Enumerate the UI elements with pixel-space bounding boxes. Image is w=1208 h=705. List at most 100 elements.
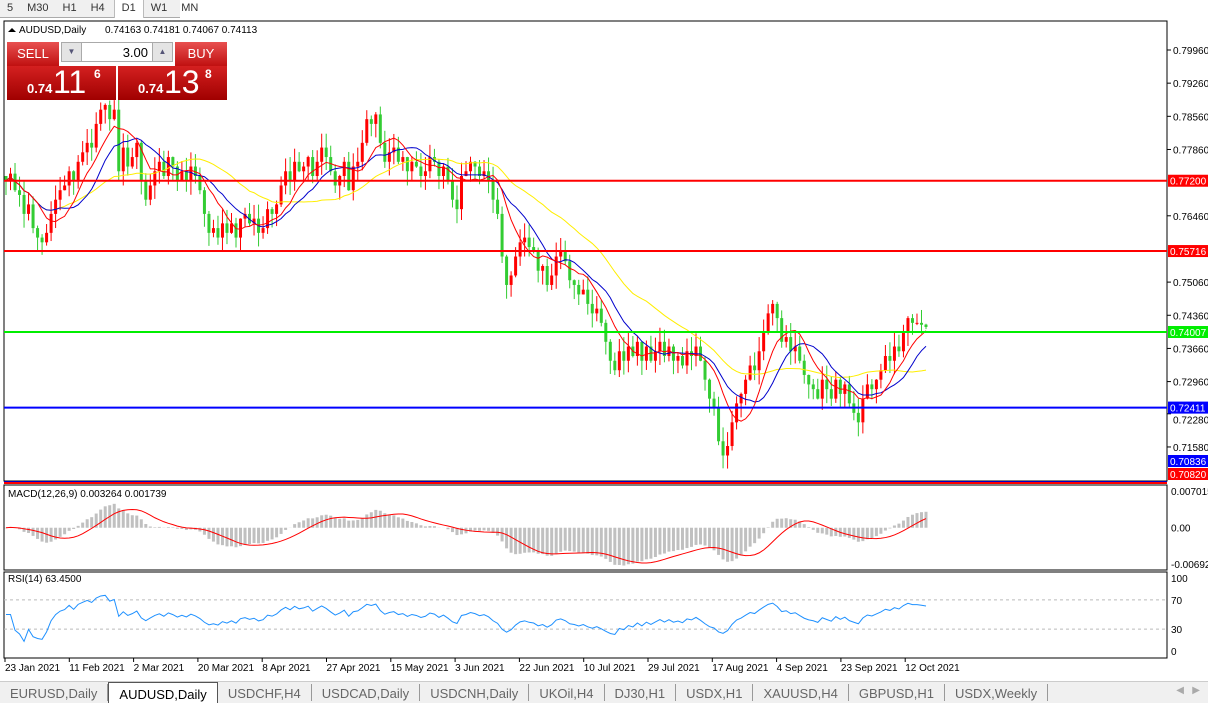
candle-body [708, 379, 712, 399]
timeframe-d1[interactable]: D1 [113, 0, 144, 18]
macd-bar [261, 527, 265, 543]
x-tick-label: 23 Sep 2021 [841, 663, 898, 674]
candle-body [685, 351, 689, 366]
candle-body [297, 161, 301, 172]
chart-tab[interactable]: USDX,Weekly [945, 684, 1049, 701]
chart-tab[interactable]: USDX,H1 [676, 684, 754, 701]
timeframe-h4[interactable]: H4 [90, 2, 105, 14]
macd-bar [536, 527, 540, 554]
candle-body [225, 223, 229, 233]
macd-bar [865, 527, 869, 540]
candle-body [85, 142, 89, 153]
candle-body [135, 142, 139, 158]
candle-body [856, 412, 860, 423]
decrease-lot-icon[interactable]: ▼ [62, 43, 82, 61]
macd-bar [351, 520, 355, 528]
macd-bar [816, 527, 820, 533]
macd-bar [523, 527, 527, 553]
candle-body [807, 374, 811, 385]
timeframe-5[interactable]: 5 [7, 2, 14, 14]
candle-body [76, 161, 80, 181]
candle-body [762, 332, 766, 352]
macd-bar [216, 527, 220, 545]
candle-body [649, 346, 653, 361]
macd-bar [252, 527, 256, 544]
increase-lot-icon[interactable]: ▲ [152, 43, 172, 61]
candle-body [455, 199, 459, 210]
candle-body [919, 322, 923, 325]
timeframe-h1[interactable]: H1 [62, 2, 77, 14]
chart-tab[interactable]: USDCNH,Daily [420, 684, 530, 701]
timeframe-mn[interactable]: MN [181, 2, 199, 14]
chart-tab[interactable]: UKOil,H4 [529, 684, 605, 701]
candle-body [153, 171, 157, 186]
candle-body [284, 171, 288, 186]
macd-bar [405, 520, 409, 528]
macd-tick-label: 0.00 [1171, 524, 1191, 535]
macd-bar [139, 519, 143, 528]
macd-bar [365, 514, 369, 528]
candle-body [879, 370, 883, 380]
macd-bar [423, 526, 427, 528]
ma-slow-line [5, 158, 927, 379]
candle-body [572, 280, 576, 285]
price-tag [1168, 174, 1208, 187]
price-chart[interactable]: 0.79960 0.79260 0.78560 0.77860 0.76460 0.750… [0, 0, 1208, 680]
candle-body [915, 322, 919, 324]
chart-tab[interactable]: DJ30,H1 [605, 684, 677, 701]
macd-bar [825, 527, 829, 535]
macd-bar [392, 515, 396, 528]
macd-bar [874, 527, 878, 537]
timeframe-w1[interactable]: W1 [150, 2, 168, 14]
x-tick-label: 20 Mar 2021 [198, 663, 255, 674]
candle-body [861, 398, 865, 423]
chart-tab[interactable]: AUDUSD,Daily [108, 682, 218, 703]
candle-body [640, 341, 644, 361]
candle-body [63, 185, 67, 191]
candle-body [703, 360, 707, 380]
timeframe-m30[interactable]: M30 [27, 2, 49, 14]
chart-tab[interactable]: XAUUSD,H4 [753, 684, 849, 701]
macd-bar [708, 527, 712, 548]
candle-body [586, 289, 590, 304]
candle-body [464, 171, 468, 177]
macd-bar [897, 523, 901, 528]
macd-bar [843, 527, 847, 537]
candle-body [446, 166, 450, 181]
macd-bar [775, 518, 779, 528]
candle-body [329, 157, 333, 172]
sell-button[interactable]: SELL [7, 42, 59, 66]
macd-bar [689, 527, 693, 547]
tab-scroll-arrows-icon[interactable]: ◀ ▶ [1176, 685, 1200, 696]
macd-bar [144, 524, 148, 528]
candle-body [577, 284, 581, 295]
macd-bar [505, 527, 509, 549]
candle-body [54, 199, 58, 214]
macd-bar [428, 526, 432, 528]
candle-body [347, 161, 351, 191]
candle-body [523, 237, 527, 243]
candle-body [117, 109, 121, 172]
candle-body [838, 379, 842, 394]
chart-tab[interactable]: EURUSD,Daily [0, 684, 109, 701]
lot-size-stepper[interactable]: ▼ ▲ [61, 42, 173, 62]
macd-bar [861, 527, 865, 542]
macd-bar [130, 515, 134, 528]
macd-bar [207, 527, 211, 539]
buy-button[interactable]: BUY [175, 42, 227, 66]
chart-tab[interactable]: GBPUSD,H1 [849, 684, 945, 701]
macd-bar [870, 527, 874, 539]
x-tick-label: 11 Feb 2021 [69, 663, 125, 674]
candle-body [189, 166, 193, 181]
candle-body [901, 332, 905, 352]
lot-size-input[interactable] [82, 43, 152, 61]
candle-body [31, 204, 35, 229]
macd-bar [482, 527, 486, 531]
candle-body [563, 251, 567, 262]
macd-bar [671, 527, 675, 552]
macd-bar [910, 514, 914, 528]
chart-tab[interactable]: USDCAD,Daily [312, 684, 421, 701]
buy-price-button[interactable]: 0.74 13 8 [118, 64, 227, 100]
chart-tab[interactable]: USDCHF,H4 [218, 684, 312, 701]
sell-price-button[interactable]: 0.74 11 6 [7, 64, 116, 100]
